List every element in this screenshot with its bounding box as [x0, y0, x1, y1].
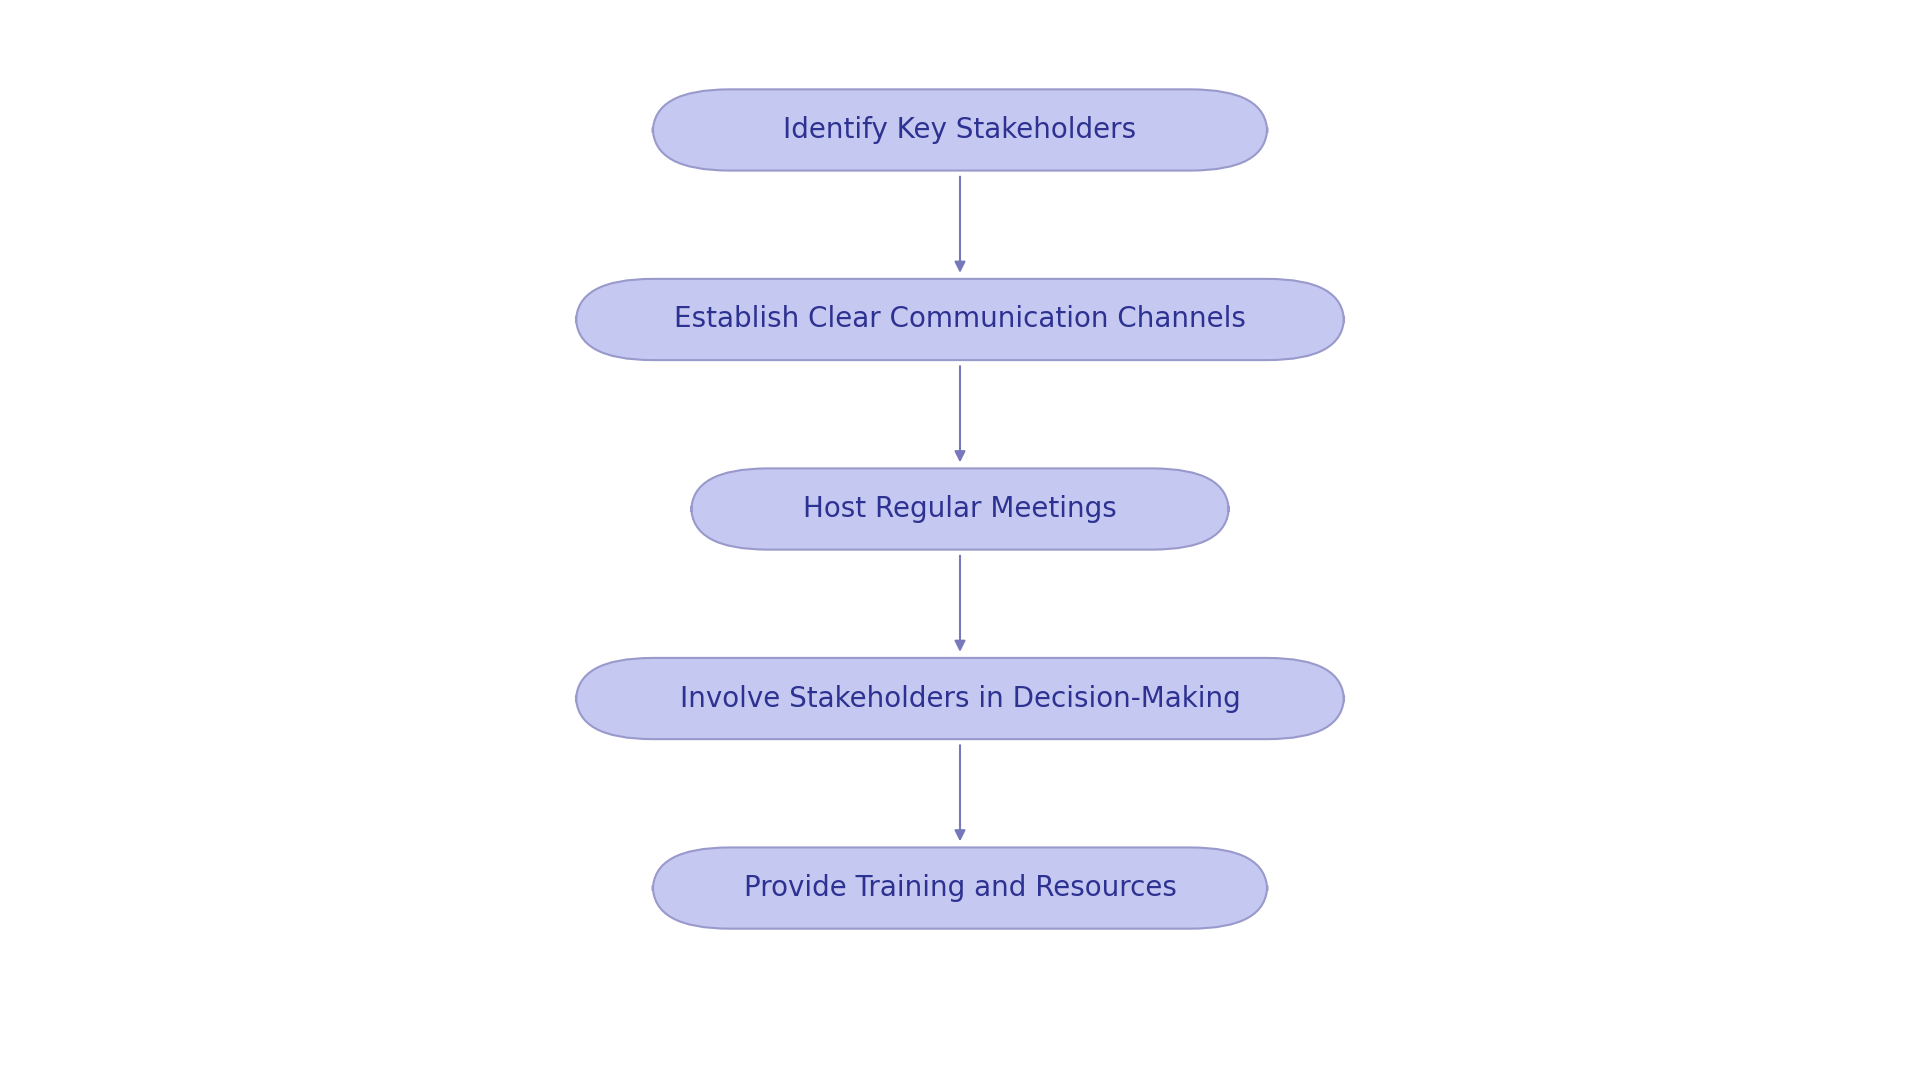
Text: Provide Training and Resources: Provide Training and Resources: [743, 874, 1177, 902]
Text: Establish Clear Communication Channels: Establish Clear Communication Channels: [674, 305, 1246, 334]
FancyBboxPatch shape: [576, 278, 1344, 360]
FancyBboxPatch shape: [691, 469, 1229, 549]
FancyBboxPatch shape: [653, 90, 1267, 170]
Text: Host Regular Meetings: Host Regular Meetings: [803, 495, 1117, 523]
Text: Involve Stakeholders in Decision-Making: Involve Stakeholders in Decision-Making: [680, 684, 1240, 713]
FancyBboxPatch shape: [653, 847, 1267, 928]
Text: Identify Key Stakeholders: Identify Key Stakeholders: [783, 116, 1137, 144]
FancyBboxPatch shape: [576, 657, 1344, 739]
